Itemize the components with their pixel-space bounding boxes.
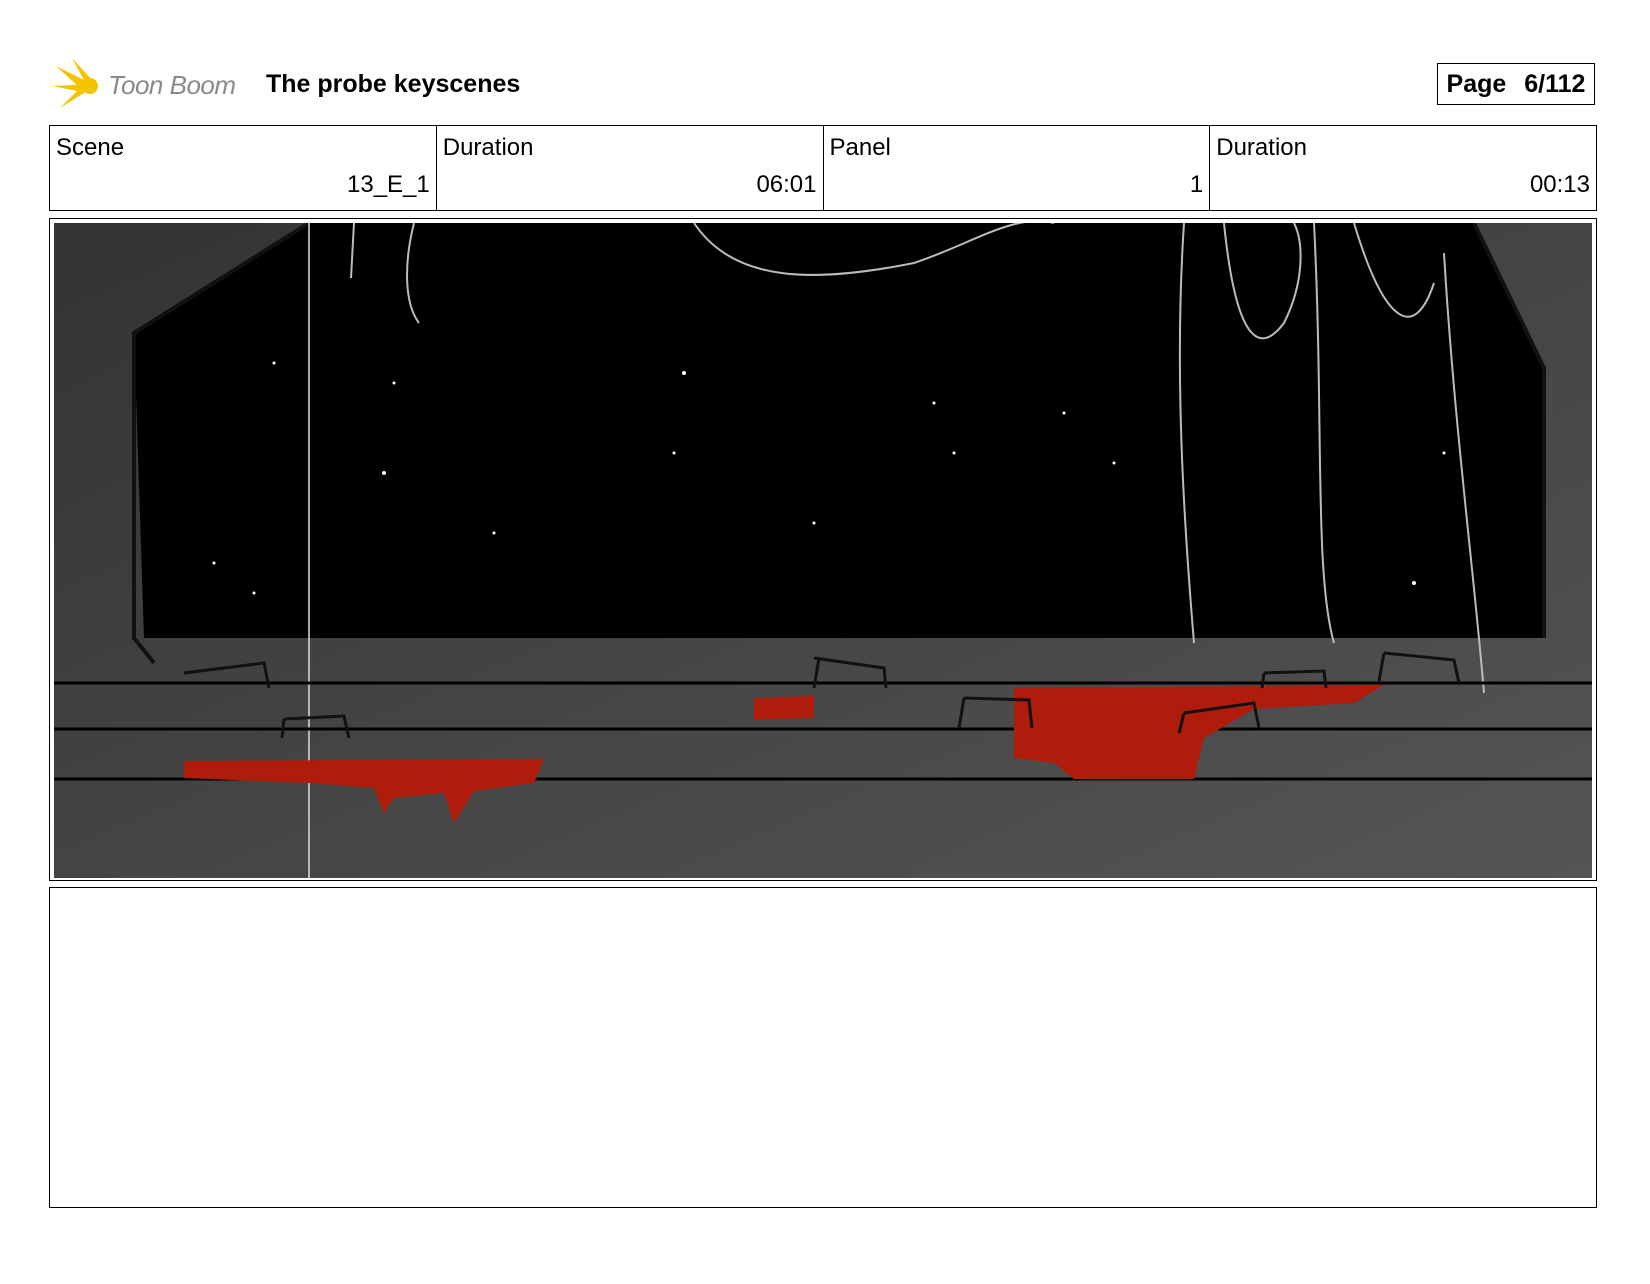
storyboard-drawing: [54, 223, 1592, 878]
page-indicator: Page 6/112: [1437, 63, 1595, 105]
scene-label: Scene: [56, 134, 125, 161]
scene-info-table: Scene 13_E_1 Duration 06:01 Panel 1 Dura…: [49, 125, 1597, 211]
scene-duration-value: 06:01: [756, 171, 817, 198]
panel-duration-value: 00:13: [1529, 171, 1590, 198]
scene-value: 13_E_1: [347, 171, 430, 198]
blood-stains: [184, 685, 1384, 823]
panel-label: Panel: [829, 134, 891, 161]
scene-cell: Scene 13_E_1: [50, 126, 437, 210]
hanging-cables: [350, 223, 1485, 694]
document-title: The probe keyscenes: [266, 70, 521, 98]
chairs: [183, 651, 1461, 739]
toon-boom-logo: Toon Boom: [52, 58, 252, 114]
panel-notes-box: [49, 887, 1597, 1208]
page-number: 6/112: [1524, 69, 1586, 98]
panel-value: 1: [1189, 171, 1204, 198]
window-space: [134, 223, 1544, 638]
stars: [212, 361, 1446, 595]
scene-duration-cell: Duration 06:01: [437, 126, 824, 210]
panel-duration-cell: Duration 00:13: [1210, 126, 1596, 210]
storyboard-panel: [49, 218, 1597, 881]
scene-duration-label: Duration: [442, 134, 534, 161]
panel-duration-label: Duration: [1216, 134, 1307, 161]
sun-burst-icon: [52, 58, 98, 108]
page-label: Page: [1446, 69, 1507, 98]
panel-cell: Panel 1: [824, 126, 1211, 210]
